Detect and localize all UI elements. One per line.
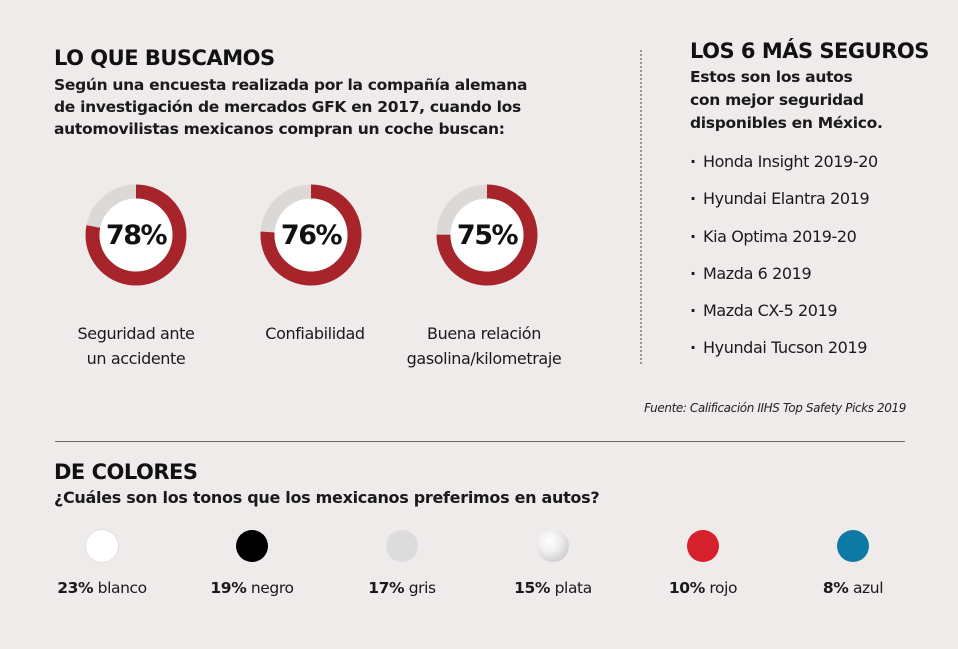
intro-line: automovilistas mexicanos compran un coch… [54, 120, 505, 138]
donut-fill-arc [260, 184, 362, 286]
intro-line: Según una encuesta realizada por la comp… [54, 76, 528, 94]
donut-fill-arc [85, 184, 187, 286]
safest-cars-subtitle: Estos son los autos con mejor seguridad … [690, 66, 930, 135]
color-percent: 19% [210, 579, 247, 597]
colors-subtitle: ¿Cuáles son los tonos que los mexicanos … [54, 488, 600, 507]
color-label: 19% negro [172, 579, 332, 597]
color-label: 15% plata [473, 579, 633, 597]
bullet-icon: · [690, 189, 696, 209]
color-name: rojo [709, 579, 738, 597]
bullet-icon: · [690, 152, 696, 171]
section-title-los-6-mas-seguros: LOS 6 MÁS SEGUROS [690, 39, 929, 63]
donut-chart-confiabilidad: 76% [256, 180, 366, 290]
color-swatch-black [236, 530, 268, 562]
color-name: azul [852, 579, 884, 597]
color-name: plata [554, 579, 593, 597]
color-item-negro: 19% negro [172, 530, 332, 597]
horizontal-divider [55, 441, 905, 442]
color-name: blanco [97, 579, 147, 597]
subtitle-line: Estos son los autos [690, 68, 853, 86]
intro-line: de investigación de mercados GFK en 2017… [54, 98, 521, 116]
list-item: · Mazda 6 2019 [690, 260, 878, 297]
color-swatch-gray [386, 530, 418, 562]
car-name: Honda Insight 2019-20 [703, 152, 878, 171]
donut-chart-gasolina: 75% [432, 180, 542, 290]
donut-value-label: 78% [105, 219, 168, 251]
car-name: Mazda CX-5 2019 [703, 301, 838, 321]
caption-line: Confiabilidad [265, 324, 365, 343]
car-name: Kia Optima 2019-20 [703, 226, 857, 246]
caption-line: Seguridad ante [77, 324, 195, 343]
bullet-icon: · [690, 338, 696, 358]
donut-center [274, 198, 348, 272]
bullet-icon: · [690, 301, 696, 321]
color-label: 10% rojo [623, 579, 783, 597]
donut-value-label: 76% [280, 219, 343, 251]
donut-caption-confiabilidad: Confiabilidad [215, 321, 415, 346]
color-percent: 15% [514, 579, 551, 597]
color-item-gris: 17% gris [322, 530, 482, 597]
subtitle-line: con mejor seguridad [690, 91, 864, 109]
caption-line: gasolina/kilometraje [406, 349, 562, 368]
bullet-icon: · [690, 226, 696, 246]
list-item: · Honda Insight 2019-20 [690, 148, 878, 185]
car-name: Hyundai Tucson 2019 [703, 338, 868, 358]
color-name: gris [408, 579, 436, 597]
color-percent: 10% [668, 579, 705, 597]
donut-center [99, 198, 173, 272]
color-name: negro [250, 579, 294, 597]
section-title-lo-que-buscamos: LO QUE BUSCAMOS [54, 46, 275, 70]
color-label: 23% blanco [22, 579, 182, 597]
list-item: · Hyundai Elantra 2019 [690, 185, 878, 222]
donut-caption-seguridad: Seguridad ante un accidente [36, 321, 236, 371]
intro-text: Según una encuesta realizada por la comp… [54, 74, 574, 140]
donut-fill-arc [436, 184, 538, 286]
vertical-dotted-divider [640, 50, 642, 364]
donut-chart-seguridad: 78% [81, 180, 191, 290]
color-item-plata: 15% plata [473, 530, 633, 597]
color-item-azul: 8% azul [773, 530, 933, 597]
list-item: · Hyundai Tucson 2019 [690, 334, 878, 371]
donut-value-label: 75% [456, 219, 519, 251]
color-percent: 23% [57, 579, 94, 597]
donut-center [450, 198, 524, 272]
car-name: Mazda 6 2019 [703, 263, 812, 283]
donut-svg [260, 184, 362, 286]
color-label: 17% gris [322, 579, 482, 597]
safest-cars-list: · Honda Insight 2019-20 · Hyundai Elantra … [690, 148, 878, 372]
subtitle-line: disponibles en México. [690, 114, 883, 132]
list-item: · Mazda CX-5 2019 [690, 297, 878, 334]
color-swatch-blue [837, 530, 869, 562]
color-swatch-silver [537, 530, 569, 562]
caption-line: un accidente [86, 349, 186, 368]
color-percent: 17% [368, 579, 405, 597]
color-item-rojo: 10% rojo [623, 530, 783, 597]
donut-svg [436, 184, 538, 286]
donut-caption-gasolina: Buena relación gasolina/kilometraje [384, 321, 584, 371]
section-title-de-colores: DE COLORES [54, 460, 198, 484]
list-item: · Kia Optima 2019-20 [690, 223, 878, 260]
donut-svg [85, 184, 187, 286]
color-swatch-white [86, 530, 118, 562]
source-note: Fuente: Calificación IIHS Top Safety Pic… [644, 401, 906, 415]
color-swatch-red [687, 530, 719, 562]
color-item-blanco: 23% blanco [22, 530, 182, 597]
caption-line: Buena relación [427, 324, 541, 343]
car-name: Hyundai Elantra 2019 [703, 189, 870, 209]
color-percent: 8% [822, 579, 849, 597]
color-label: 8% azul [773, 579, 933, 597]
bullet-icon: · [690, 263, 696, 283]
